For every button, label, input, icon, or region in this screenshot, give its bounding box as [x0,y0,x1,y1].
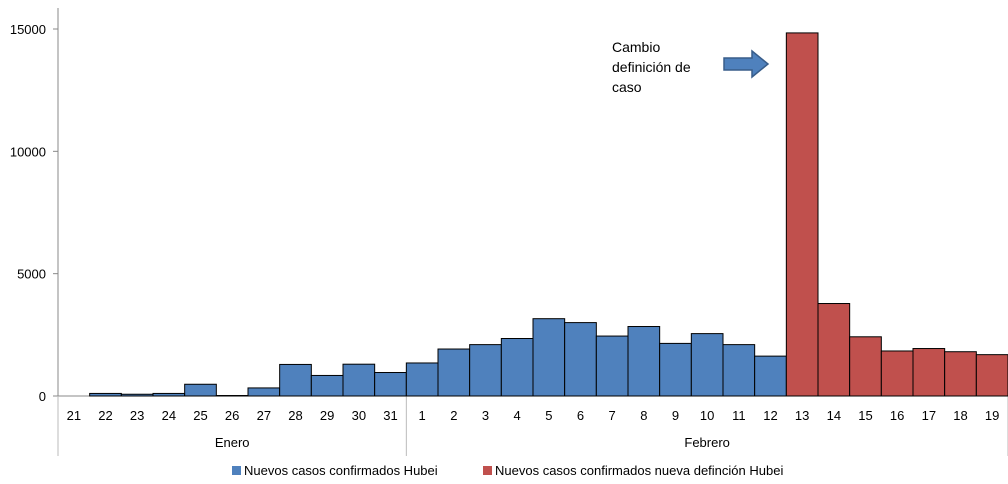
bar-s0-27-6 [248,388,280,396]
x-tick-label-18: 8 [640,408,647,423]
bar-s0-1-11 [406,363,438,396]
bars [90,33,1008,396]
bar-s0-24-3 [153,393,185,396]
right-arrow-icon [724,51,768,77]
y-tick-label-3: 15000 [10,22,46,37]
legend-label-red: Nuevos casos confirmados nueva definción… [495,463,783,478]
x-tick-label-25: 15 [858,408,872,423]
bar-s0-3-13 [470,345,502,396]
x-tick-label-22: 12 [763,408,777,423]
x-tick-label-23: 13 [795,408,809,423]
x-tick-label-0: 21 [67,408,81,423]
x-tick-label-12: 2 [450,408,457,423]
x-tick-label-27: 17 [922,408,936,423]
annotation-line-3: caso [612,79,642,95]
bar-s0-10-20 [691,334,723,396]
x-tick-label-14: 4 [514,408,521,423]
bar-s0-6-16 [565,323,597,396]
y-tick-labels: 0 5000 10000 15000 [10,22,46,404]
x-tick-label-11: 1 [419,408,426,423]
bar-s0-4-14 [501,339,533,396]
x-tick-label-13: 3 [482,408,489,423]
bar-s0-9-19 [660,343,692,396]
annotation: Cambio definición de caso [612,39,768,95]
bar-s0-8-18 [628,327,660,396]
bar-s1-16-26 [881,351,913,396]
x-tick-label-6: 27 [257,408,271,423]
x-tick-label-3: 24 [162,408,176,423]
x-tick-label-8: 29 [320,408,334,423]
legend-label-blue: Nuevos casos confirmados Hubei [244,463,438,478]
x-tick-label-1: 22 [98,408,112,423]
bar-s1-18-28 [945,352,977,396]
x-tick-label-28: 18 [953,408,967,423]
x-tick-label-17: 7 [609,408,616,423]
bar-s1-13-23 [786,33,818,396]
bar-s0-30-9 [343,364,375,396]
legend-swatch-blue [232,466,241,475]
x-tick-label-26: 16 [890,408,904,423]
bar-s1-14-24 [818,304,850,396]
bar-s0-28-7 [280,364,312,396]
bar-s0-11-21 [723,345,755,396]
bar-s0-12-22 [755,356,787,396]
bar-s1-19-29 [976,355,1008,396]
y-tick-label-0: 0 [39,389,46,404]
annotation-line-2: definición de [612,59,691,75]
annotation-line-1: Cambio [612,39,660,55]
x-tick-label-9: 30 [352,408,366,423]
bar-s0-5-15 [533,319,565,396]
bar-s0-23-2 [121,394,153,396]
x-tick-label-10: 31 [383,408,397,423]
bar-s0-2-12 [438,349,470,396]
bar-s0-7-17 [596,336,628,396]
bar-s1-17-27 [913,349,945,396]
x-group-labels: Enero Febrero [215,435,730,450]
x-tick-label-16: 6 [577,408,584,423]
y-tick-label-2: 10000 [10,144,46,159]
x-tick-label-21: 11 [732,408,746,423]
x-tick-label-15: 5 [545,408,552,423]
x-tick-label-29: 19 [985,408,999,423]
group-label-0: Enero [215,435,250,450]
legend: Nuevos casos confirmados Hubei Nuevos ca… [232,463,783,478]
bar-s0-25-4 [185,384,217,396]
x-tick-label-24: 14 [827,408,841,423]
x-tick-labels: 21 22 23 24 25 26 27 28 29 30 31 1 2 3 4 5 6 7 8 9 10 11 12 13 1… [67,408,1000,423]
x-tick-label-5: 26 [225,408,239,423]
legend-swatch-red [483,466,492,475]
x-tick-label-19: 9 [672,408,679,423]
x-tick-label-7: 28 [288,408,302,423]
x-tick-label-4: 25 [193,408,207,423]
bar-s0-31-10 [375,373,407,396]
group-label-1: Febrero [684,435,730,450]
bar-s0-22-1 [90,393,122,396]
x-tick-label-20: 10 [700,408,714,423]
y-tick-label-1: 5000 [17,267,46,282]
x-tick-label-2: 23 [130,408,144,423]
bar-s0-29-8 [311,375,343,396]
bar-s1-15-25 [850,337,882,396]
